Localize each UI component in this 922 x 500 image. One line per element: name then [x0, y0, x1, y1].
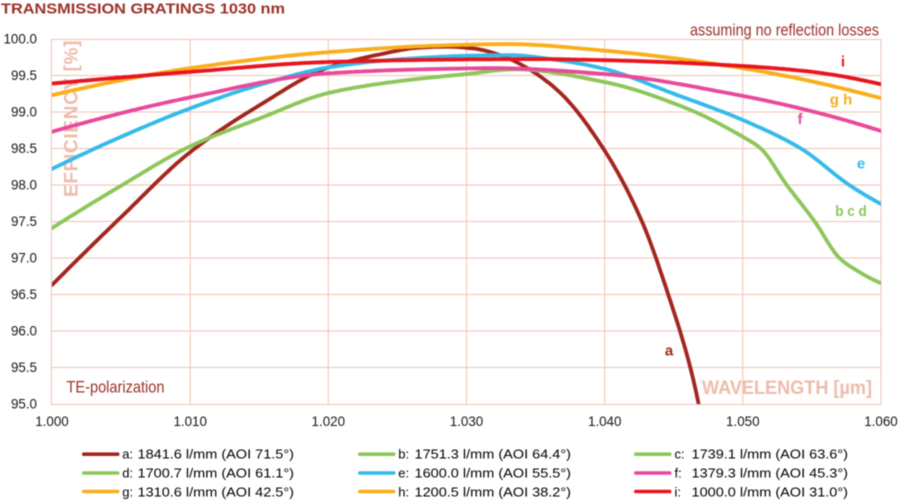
- svg-text:EFFICIENCY [%]: EFFICIENCY [%]: [62, 41, 83, 198]
- svg-text:1841.6 l/mm (AOI 71.5°): 1841.6 l/mm (AOI 71.5°): [138, 446, 295, 461]
- svg-text:assuming no reflection losses: assuming no reflection losses: [690, 21, 879, 40]
- svg-text:b c d: b c d: [835, 203, 867, 220]
- svg-text:98.0: 98.0: [11, 178, 37, 193]
- svg-text:g:: g:: [122, 485, 133, 500]
- svg-text:97.0: 97.0: [11, 251, 37, 266]
- svg-text:95.0: 95.0: [11, 397, 37, 412]
- svg-text:1.020: 1.020: [312, 414, 346, 429]
- svg-text:1.030: 1.030: [450, 414, 484, 429]
- svg-text:i: i: [841, 54, 845, 71]
- svg-text:h:: h:: [398, 485, 409, 500]
- svg-text:1.050: 1.050: [726, 414, 760, 429]
- svg-text:e: e: [857, 156, 865, 173]
- svg-text:TRANSMISSION GRATINGS 1030 nm: TRANSMISSION GRATINGS 1030 nm: [1, 1, 285, 18]
- svg-text:b:: b:: [398, 446, 409, 461]
- svg-text:100.0: 100.0: [3, 32, 37, 47]
- svg-text:i:: i:: [675, 485, 682, 500]
- svg-text:f:: f:: [675, 465, 682, 480]
- svg-text:1.060: 1.060: [864, 414, 898, 429]
- svg-text:WAVELENGTH [µm]: WAVELENGTH [µm]: [702, 378, 872, 399]
- svg-text:1000.0 l/mm (AOI 31.0°): 1000.0 l/mm (AOI 31.0°): [692, 485, 849, 500]
- svg-text:1.010: 1.010: [173, 414, 207, 429]
- svg-text:1310.6 l/mm (AOI 42.5°): 1310.6 l/mm (AOI 42.5°): [138, 485, 295, 500]
- svg-text:f: f: [798, 111, 804, 128]
- svg-text:1600.0 l/mm (AOI 55.5°): 1600.0 l/mm (AOI 55.5°): [415, 465, 572, 480]
- svg-text:98.5: 98.5: [11, 141, 37, 156]
- svg-text:1.040: 1.040: [588, 414, 622, 429]
- svg-text:a:: a:: [122, 446, 133, 461]
- svg-text:d:: d:: [122, 465, 133, 480]
- svg-text:c:: c:: [675, 446, 685, 461]
- svg-text:97.5: 97.5: [11, 214, 37, 229]
- svg-text:a: a: [665, 343, 674, 360]
- svg-text:1739.1 l/mm (AOI 63.6°): 1739.1 l/mm (AOI 63.6°): [692, 446, 849, 461]
- svg-text:g h: g h: [830, 92, 853, 109]
- svg-text:96.5: 96.5: [11, 287, 37, 302]
- svg-text:e:: e:: [398, 465, 409, 480]
- svg-text:1379.3 l/mm (AOI 45.3°): 1379.3 l/mm (AOI 45.3°): [692, 465, 849, 480]
- svg-text:1200.5 l/mm (AOI 38.2°): 1200.5 l/mm (AOI 38.2°): [415, 485, 572, 500]
- svg-text:96.0: 96.0: [11, 324, 37, 339]
- svg-text:1751.3 l/mm (AOI 64.4°): 1751.3 l/mm (AOI 64.4°): [415, 446, 572, 461]
- svg-text:1.000: 1.000: [35, 414, 69, 429]
- svg-text:TE-polarization: TE-polarization: [67, 378, 165, 397]
- svg-text:1700.7 l/mm (AOI 61.1°): 1700.7 l/mm (AOI 61.1°): [138, 465, 295, 480]
- svg-text:95.5: 95.5: [11, 360, 37, 375]
- svg-text:99.0: 99.0: [11, 105, 37, 120]
- svg-text:99.5: 99.5: [11, 68, 37, 83]
